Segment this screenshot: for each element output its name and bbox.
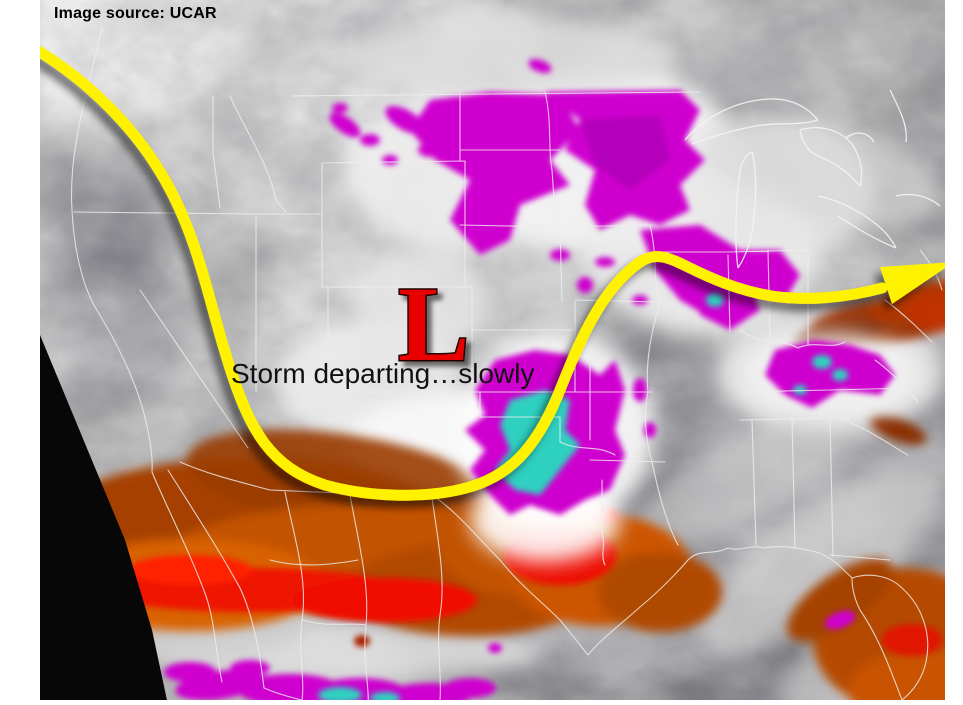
low-pressure-marker: L: [398, 266, 469, 384]
jet-stream-arrow: [40, 45, 945, 501]
no-data-wedge: [40, 335, 167, 700]
image-source-label: Image source: UCAR: [54, 5, 217, 22]
satellite-water-vapor-image: L Image source: UCAR Storm departing…slo…: [40, 0, 945, 700]
arrowhead-icon: [880, 262, 945, 304]
weather-map-svg: L: [40, 0, 945, 700]
great-lakes-outlines: [684, 89, 941, 269]
storm-caption: Storm departing…slowly: [231, 358, 535, 389]
